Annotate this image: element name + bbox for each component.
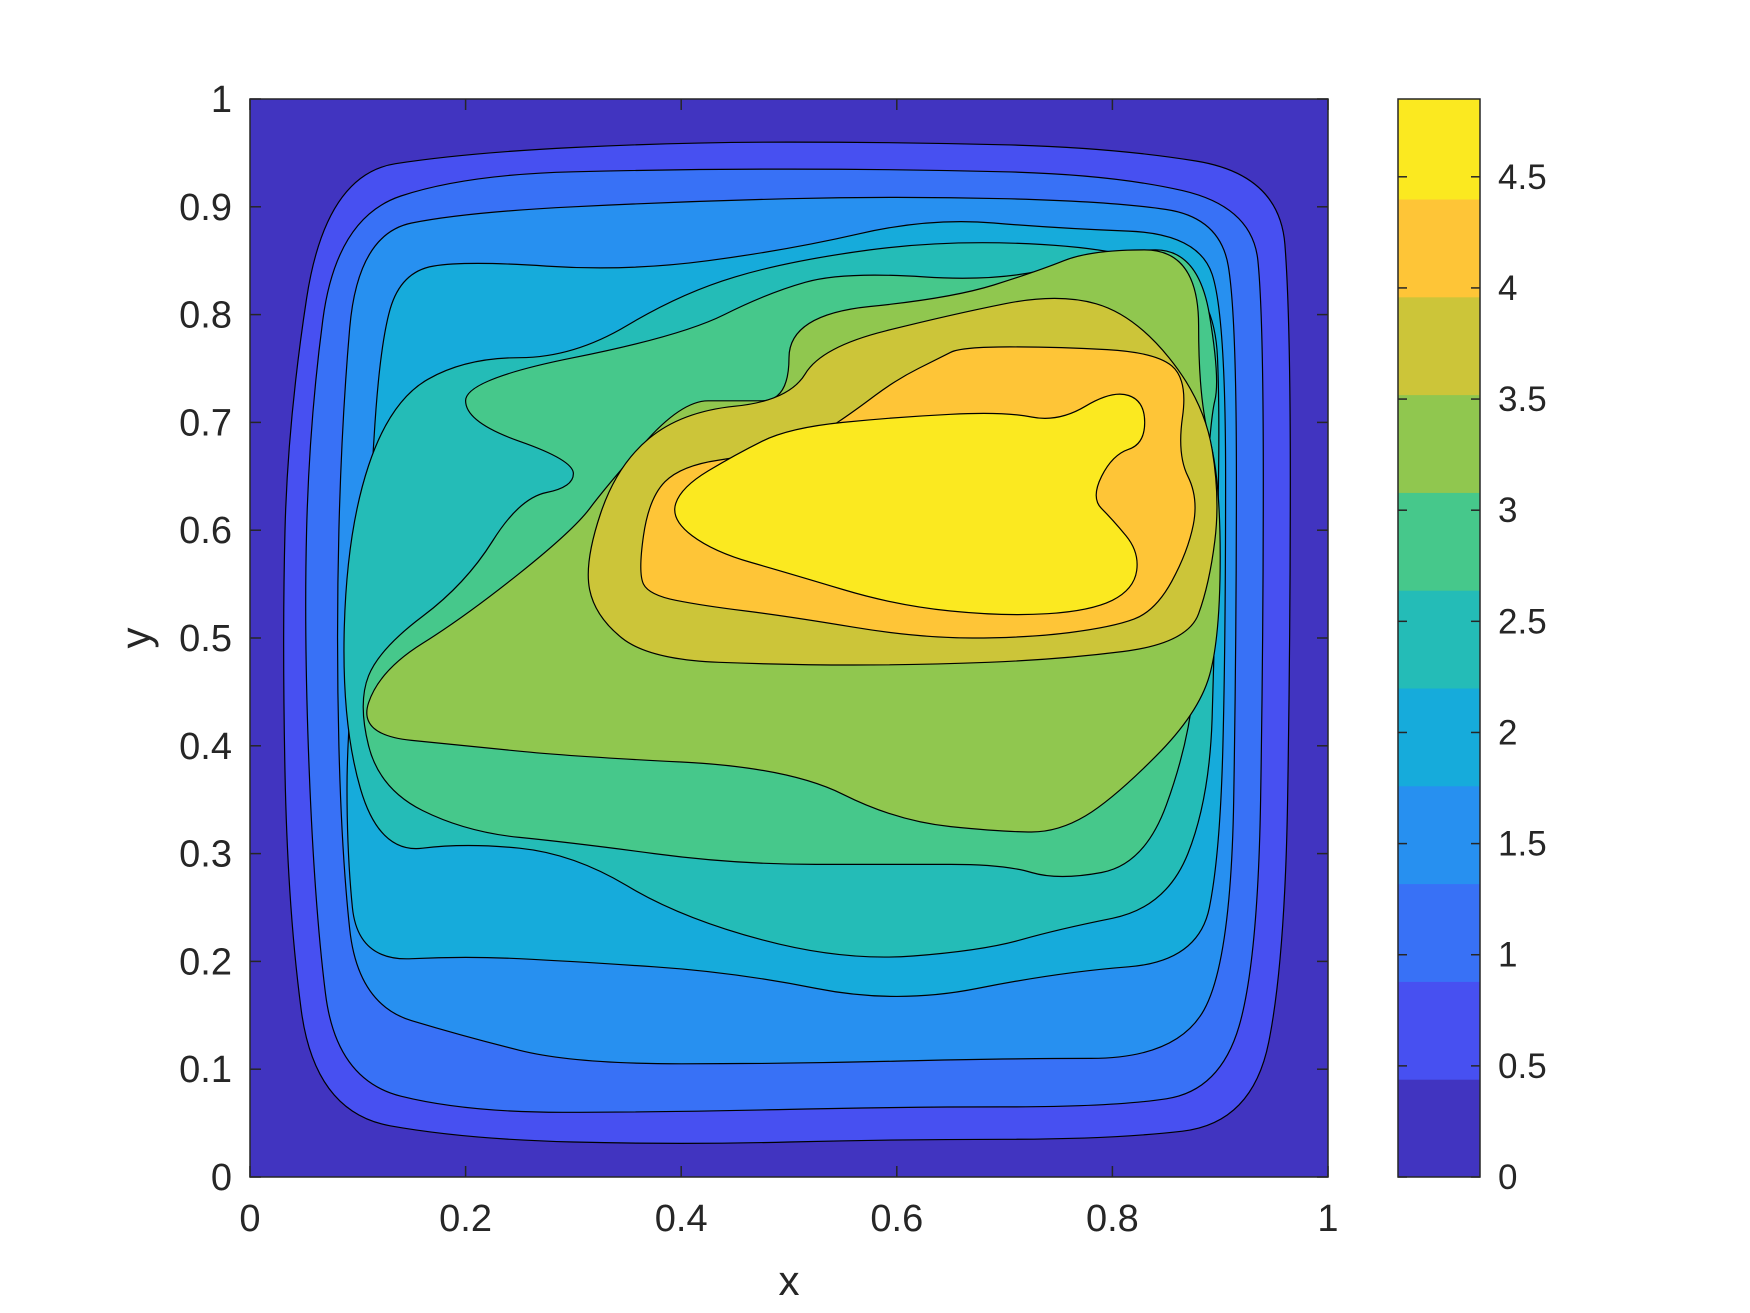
colorbar-band — [1398, 99, 1480, 200]
colorbar-tick-label: 3 — [1498, 491, 1517, 530]
y-tick-label: 0.2 — [179, 941, 232, 983]
contour-region-10 — [674, 393, 1146, 616]
colorbar-tick-label: 4 — [1498, 269, 1517, 308]
y-axis-label: y — [112, 628, 159, 649]
colorbar-band — [1398, 981, 1480, 1080]
colorbar-band — [1398, 199, 1480, 298]
colorbar-tick-label: 2.5 — [1498, 602, 1547, 641]
y-tick-label: 0.3 — [179, 834, 232, 876]
colorbar-tick-label: 0.5 — [1498, 1047, 1547, 1086]
y-tick-label: 0.6 — [179, 510, 232, 552]
contour-regions — [283, 141, 1291, 1144]
colorbar-tick-label: 1 — [1498, 936, 1517, 975]
colorbar-tick-label: 1.5 — [1498, 825, 1547, 864]
y-tick-label: 0.7 — [179, 402, 232, 444]
x-tick-label: 0 — [239, 1198, 260, 1240]
colorbar-band — [1398, 590, 1480, 689]
y-tick-label: 0.5 — [179, 618, 232, 660]
y-tick-label: 0 — [211, 1157, 232, 1199]
y-axis-ticks: 0 0.1 0.2 0.3 0.4 0.5 0.6 0.7 0.8 0.9 1 — [179, 79, 1328, 1199]
x-axis-label: x — [779, 1257, 800, 1304]
plot-area: 0 0.2 0.4 0.6 0.8 1 0 0.1 0.2 0.3 0.4 0.5 0.6 0.7 0.8… — [112, 79, 1339, 1304]
colorbar-tick-label: 4.5 — [1498, 158, 1547, 197]
colorbar-tick-label: 2 — [1498, 713, 1517, 752]
colorbar-frame — [1397, 98, 1481, 1178]
colorbar-band — [1398, 296, 1480, 396]
colorbar: 0 0.5 1 1.5 2 2.5 3 3.5 4 4.5 — [1397, 98, 1547, 1197]
x-tick-label: 0.2 — [439, 1198, 492, 1240]
colorbar-band — [1398, 688, 1480, 787]
x-axis-ticks: 0 0.2 0.4 0.6 0.8 1 — [239, 99, 1339, 1240]
colorbar-band — [1398, 394, 1480, 493]
y-tick-label: 0.8 — [179, 295, 232, 337]
x-tick-label: 0.6 — [870, 1198, 923, 1240]
x-tick-label: 0.4 — [655, 1198, 708, 1240]
colorbar-band — [1398, 785, 1480, 885]
colorbar-band — [1398, 883, 1480, 982]
x-tick-label: 0.8 — [1086, 1198, 1139, 1240]
colorbar-tick-label: 3.5 — [1498, 380, 1547, 419]
colorbar-tick-label: 0 — [1498, 1158, 1517, 1197]
colorbar-band — [1398, 492, 1480, 591]
y-tick-label: 0.4 — [179, 726, 232, 768]
colorbar-ticks: 0 0.5 1 1.5 2 2.5 3 3.5 4 4.5 — [1398, 158, 1547, 1197]
colorbar-bands — [1398, 99, 1480, 1178]
x-tick-label: 1 — [1317, 1198, 1338, 1240]
y-tick-label: 0.9 — [179, 187, 232, 229]
y-tick-label: 0.1 — [179, 1049, 232, 1091]
y-tick-label: 1 — [211, 79, 232, 121]
colorbar-band — [1398, 1079, 1480, 1178]
